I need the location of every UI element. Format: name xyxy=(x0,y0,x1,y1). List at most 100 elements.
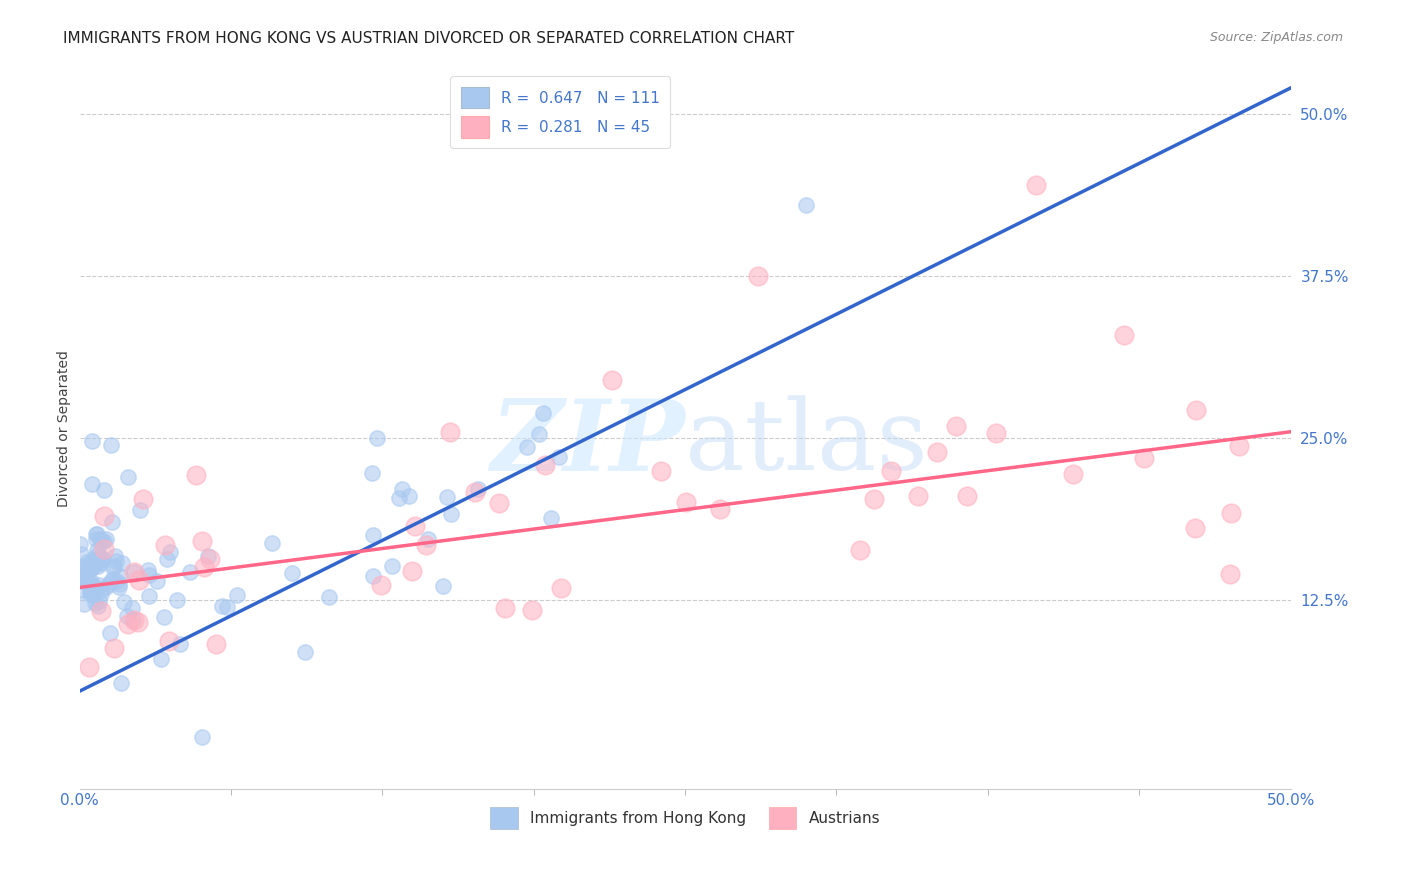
Point xyxy=(1219,567,1241,582)
Point xyxy=(112,595,135,609)
Point xyxy=(117,470,139,484)
Point xyxy=(115,609,138,624)
Point xyxy=(93,483,115,497)
Point xyxy=(540,511,562,525)
Point xyxy=(880,464,903,478)
Point xyxy=(747,269,769,284)
Point xyxy=(401,564,423,578)
Point xyxy=(361,569,384,583)
Point xyxy=(69,537,91,551)
Point xyxy=(84,582,107,597)
Point xyxy=(101,572,124,586)
Point xyxy=(138,567,160,582)
Point xyxy=(100,515,122,529)
Point xyxy=(675,495,697,509)
Point xyxy=(907,489,929,503)
Point xyxy=(1133,451,1156,466)
Text: atlas: atlas xyxy=(685,395,928,491)
Point xyxy=(366,431,388,445)
Point xyxy=(90,604,112,618)
Point xyxy=(1185,402,1208,417)
Point xyxy=(79,660,101,674)
Point xyxy=(80,476,103,491)
Point xyxy=(197,549,219,563)
Point xyxy=(159,545,181,559)
Point xyxy=(193,560,215,574)
Point xyxy=(381,558,404,573)
Point xyxy=(86,542,108,557)
Point xyxy=(76,555,98,569)
Point xyxy=(104,549,127,564)
Point xyxy=(226,589,249,603)
Point xyxy=(157,633,180,648)
Point xyxy=(709,502,731,516)
Point xyxy=(464,485,486,500)
Point xyxy=(156,552,179,566)
Point xyxy=(138,589,160,603)
Point xyxy=(108,568,131,582)
Point xyxy=(86,527,108,541)
Point xyxy=(75,566,97,581)
Text: Source: ZipAtlas.com: Source: ZipAtlas.com xyxy=(1209,31,1343,45)
Point xyxy=(73,597,96,611)
Point xyxy=(105,574,128,588)
Point xyxy=(370,578,392,592)
Point xyxy=(863,492,886,507)
Point xyxy=(73,569,96,583)
Point xyxy=(416,532,439,546)
Point xyxy=(100,574,122,589)
Point xyxy=(294,645,316,659)
Point xyxy=(121,601,143,615)
Point xyxy=(84,596,107,610)
Point xyxy=(129,502,152,516)
Point xyxy=(90,587,112,601)
Point xyxy=(849,542,872,557)
Point xyxy=(82,552,104,566)
Point xyxy=(205,637,228,651)
Point xyxy=(80,574,103,588)
Point xyxy=(98,625,121,640)
Point xyxy=(84,533,107,547)
Point xyxy=(72,569,94,583)
Point xyxy=(166,592,188,607)
Point xyxy=(94,580,117,594)
Point xyxy=(432,579,454,593)
Point xyxy=(70,582,93,596)
Point xyxy=(93,509,115,524)
Point xyxy=(547,450,569,465)
Text: IMMIGRANTS FROM HONG KONG VS AUSTRIAN DIVORCED OR SEPARATED CORRELATION CHART: IMMIGRANTS FROM HONG KONG VS AUSTRIAN DI… xyxy=(63,31,794,46)
Point xyxy=(77,559,100,574)
Point xyxy=(79,584,101,599)
Point xyxy=(87,558,110,573)
Point xyxy=(91,551,114,566)
Point xyxy=(179,565,201,579)
Point xyxy=(86,556,108,570)
Point xyxy=(650,464,672,478)
Point xyxy=(82,588,104,602)
Point xyxy=(87,593,110,607)
Point xyxy=(1184,520,1206,534)
Point xyxy=(439,425,461,439)
Point xyxy=(131,492,153,507)
Point xyxy=(111,556,134,570)
Point xyxy=(984,425,1007,440)
Point xyxy=(87,547,110,561)
Point xyxy=(440,507,463,521)
Point xyxy=(945,418,967,433)
Point xyxy=(89,578,111,592)
Point xyxy=(82,578,104,592)
Point xyxy=(103,559,125,574)
Point xyxy=(318,591,340,605)
Point xyxy=(153,537,176,551)
Point xyxy=(105,554,128,568)
Point xyxy=(533,458,555,472)
Point xyxy=(388,491,411,505)
Point xyxy=(488,496,510,510)
Point xyxy=(124,566,146,580)
Point xyxy=(79,558,101,572)
Point xyxy=(391,482,413,496)
Point xyxy=(146,574,169,589)
Point xyxy=(602,373,624,387)
Point xyxy=(415,538,437,552)
Point xyxy=(90,583,112,598)
